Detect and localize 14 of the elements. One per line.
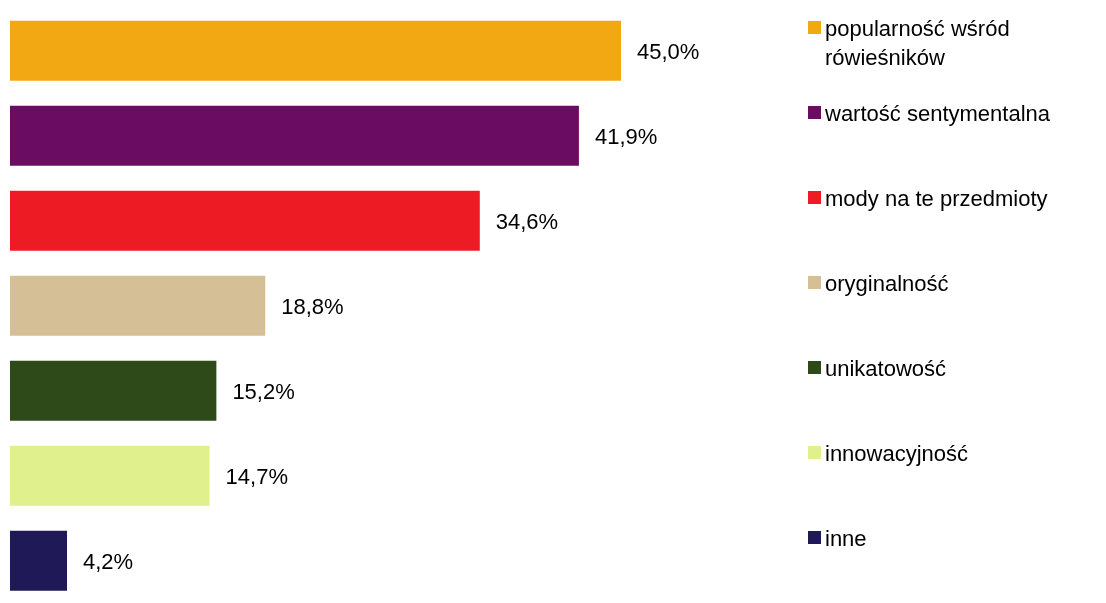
legend-label: inne [825,525,867,553]
data-label: 4,2% [83,548,134,574]
legend-label: wartość sentymentalna [825,100,1050,128]
legend-label: oryginalność [825,270,949,298]
data-label: 45,0% [637,38,700,64]
data-label: 14,7% [225,463,288,489]
data-label: 18,8% [281,293,344,319]
legend-label: mody na te przedmioty [825,185,1048,213]
data-label: 34,6% [495,208,559,234]
data-label: 41,9% [594,123,658,149]
legend-label: unikatowość [825,355,947,383]
legend-label: innowacyjność [825,440,969,468]
data-label: 15,2% [232,378,295,404]
legend-label: popularność wśród rówieśników [825,15,1011,72]
